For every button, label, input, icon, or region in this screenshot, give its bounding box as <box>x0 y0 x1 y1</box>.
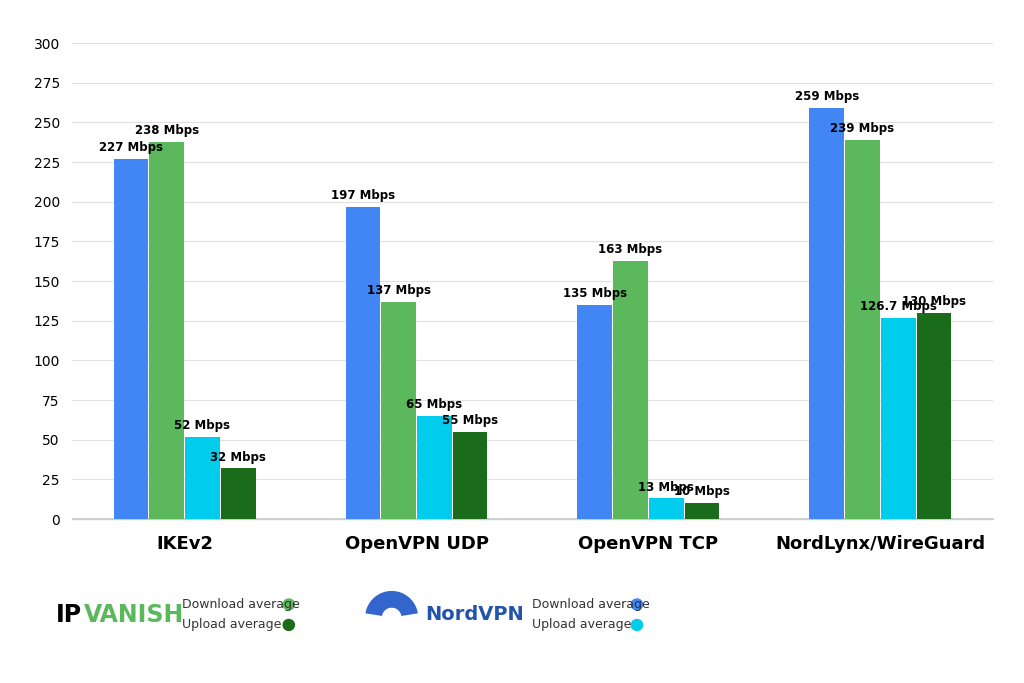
PathPatch shape <box>366 591 418 616</box>
Bar <box>185 436 220 519</box>
Bar <box>685 503 720 519</box>
Bar <box>881 318 915 519</box>
Bar <box>649 499 684 519</box>
Bar <box>916 313 951 519</box>
Bar <box>345 206 380 519</box>
Text: 137 Mbps: 137 Mbps <box>367 284 430 297</box>
Bar <box>809 108 844 519</box>
Text: Download average: Download average <box>182 598 300 611</box>
Bar <box>221 469 256 519</box>
Text: 55 Mbps: 55 Mbps <box>442 414 499 427</box>
Bar <box>613 260 648 519</box>
Text: 227 Mbps: 227 Mbps <box>98 141 163 154</box>
Text: 239 Mbps: 239 Mbps <box>830 122 895 135</box>
Bar <box>381 302 416 519</box>
Text: Upload average: Upload average <box>532 618 632 632</box>
Text: 259 Mbps: 259 Mbps <box>795 90 859 103</box>
Text: 197 Mbps: 197 Mbps <box>331 189 395 201</box>
Text: 65 Mbps: 65 Mbps <box>407 398 463 411</box>
Text: Upload average: Upload average <box>182 618 282 632</box>
Text: 238 Mbps: 238 Mbps <box>134 124 199 137</box>
Text: 10 Mbps: 10 Mbps <box>674 486 730 499</box>
Bar <box>453 432 487 519</box>
Text: 163 Mbps: 163 Mbps <box>598 242 663 255</box>
Text: 32 Mbps: 32 Mbps <box>210 451 266 464</box>
Bar <box>150 141 184 519</box>
Text: IP: IP <box>56 602 83 627</box>
Text: NordVPN: NordVPN <box>425 605 523 624</box>
Bar <box>578 305 612 519</box>
Text: 126.7 Mbps: 126.7 Mbps <box>860 301 937 313</box>
Bar <box>114 159 148 519</box>
Text: 135 Mbps: 135 Mbps <box>562 287 627 300</box>
Text: Download average: Download average <box>532 598 650 611</box>
Text: 130 Mbps: 130 Mbps <box>902 295 967 308</box>
Text: 52 Mbps: 52 Mbps <box>174 419 230 432</box>
Bar <box>845 140 880 519</box>
Text: VANISH: VANISH <box>84 602 184 627</box>
Text: 13 Mbps: 13 Mbps <box>638 481 694 494</box>
Bar <box>417 416 452 519</box>
